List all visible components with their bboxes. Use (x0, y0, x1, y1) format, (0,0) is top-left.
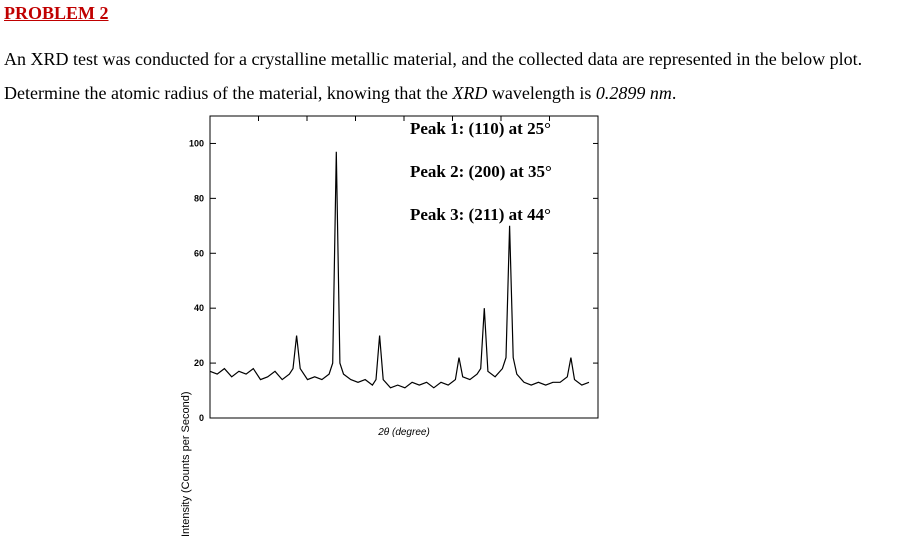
y-tick-label: 100 (189, 138, 204, 148)
peak-1-label: Peak 1: (110) at 25° (410, 119, 551, 138)
statement-part-2: wavelength is (487, 83, 596, 103)
xrd-series-line (209, 151, 590, 389)
y-tick-label: 0 (199, 413, 204, 423)
y-tick-label: 40 (194, 303, 204, 313)
problem-statement: An XRD test was conducted for a crystall… (4, 42, 904, 110)
y-axis-label: Intensity (Counts per Second) (180, 391, 192, 537)
peak-2-label: Peak 2: (200) at 35° (410, 162, 552, 181)
peak-3-label: Peak 3: (211) at 44° (410, 205, 551, 224)
xrd-chart: 0 20 40 60 80 100 2θ (degree) (189, 115, 599, 437)
statement-part-3: . (671, 83, 677, 103)
y-tick-label: 80 (194, 193, 204, 203)
xrd-figure: 0 20 40 60 80 100 2θ (degree) Intensity (Count… (170, 112, 600, 537)
statement-xrd: XRD (452, 83, 488, 103)
y-tick-label: 60 (194, 248, 204, 258)
statement-part-1: An XRD test was conducted for a crystall… (4, 49, 863, 103)
problem-heading: PROBLEM 2 (4, 3, 109, 23)
statement-wavelength: 0.2899 nm (595, 83, 672, 103)
y-tick-label: 20 (194, 358, 204, 368)
x-axis-label: 2θ (degree) (377, 427, 430, 437)
